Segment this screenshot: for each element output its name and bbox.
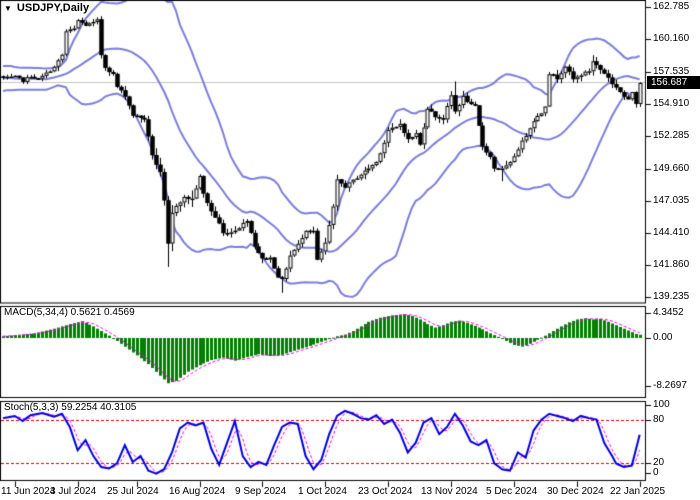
symbol-timeframe-label: USDJPY,Daily	[16, 2, 90, 14]
price-axis-label: 157.535	[653, 66, 690, 77]
date-label: 11 Jun 2024	[1, 486, 56, 497]
current-price-tag: 156.687	[647, 76, 700, 89]
stoch-axis-label: 20	[653, 457, 665, 468]
macd-axis-label: -8.2697	[653, 380, 687, 391]
price-axis-label: 147.035	[653, 195, 690, 206]
price-axis-label: 144.410	[653, 227, 690, 238]
macd-indicator-label: MACD(5,34,4) 0.5621 0.4569	[4, 307, 135, 318]
price-axis-label: 160.160	[653, 33, 690, 44]
stoch-indicator-label: Stoch(5,3,3) 59.2254 40.3105	[4, 402, 137, 413]
chevron-down-icon[interactable]: ▼	[4, 3, 12, 13]
chart-title: ▼ USDJPY,Daily	[4, 2, 89, 14]
date-label: 30 Dec 2024	[547, 486, 604, 497]
price-axis-label: 152.285	[653, 130, 690, 141]
date-label: 3 Jul 2024	[50, 486, 97, 497]
date-label: 16 Aug 2024	[169, 486, 226, 497]
date-label: 22 Jan 2025	[610, 486, 666, 497]
date-label: 1 Oct 2024	[298, 486, 347, 497]
price-axis-label: 162.785	[653, 1, 690, 12]
date-label: 5 Dec 2024	[486, 486, 538, 497]
price-axis-label: 141.860	[653, 259, 690, 270]
price-axis-label: 139.235	[653, 291, 690, 302]
price-axis-label: 154.910	[653, 98, 690, 109]
macd-axis-label: 0.00	[653, 332, 673, 343]
date-label: 23 Oct 2024	[358, 486, 413, 497]
macd-axis-label: 4.3452	[653, 307, 684, 318]
price-axis-label: 149.660	[653, 163, 690, 174]
date-label: 25 Jul 2024	[107, 486, 159, 497]
stoch-axis-label: 100	[653, 399, 670, 410]
date-label: 9 Sep 2024	[235, 486, 287, 497]
stoch-axis-label: 80	[653, 414, 665, 425]
date-label: 13 Nov 2024	[421, 486, 478, 497]
stoch-axis-label: 0	[653, 467, 659, 478]
